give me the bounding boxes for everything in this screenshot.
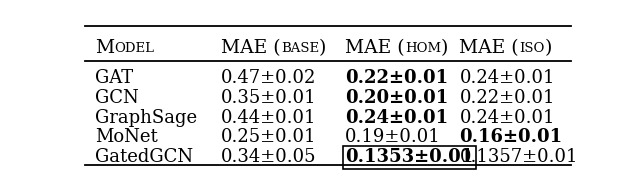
Text: 0.24±0.01: 0.24±0.01	[346, 109, 449, 127]
Text: 0.44±0.01: 0.44±0.01	[221, 109, 317, 127]
Text: ): )	[319, 39, 326, 57]
Text: ): )	[545, 39, 552, 57]
Text: BASE: BASE	[281, 42, 319, 55]
Text: 0.22±0.01: 0.22±0.01	[346, 69, 449, 87]
Text: 0.16±0.01: 0.16±0.01	[460, 128, 563, 146]
Text: ): )	[441, 39, 449, 57]
Text: ISO: ISO	[519, 42, 545, 55]
Text: 0.47±0.02: 0.47±0.02	[221, 69, 317, 87]
Text: 0.1357±0.01: 0.1357±0.01	[460, 148, 578, 166]
Text: 0.25±0.01: 0.25±0.01	[221, 128, 317, 146]
Text: MAE (: MAE (	[460, 39, 519, 57]
Text: GCN: GCN	[95, 89, 139, 107]
Text: 0.20±0.01: 0.20±0.01	[346, 89, 449, 107]
Text: 0.24±0.01: 0.24±0.01	[460, 69, 555, 87]
Text: M: M	[95, 39, 114, 57]
Text: GraphSage: GraphSage	[95, 109, 197, 127]
Text: 0.34±0.05: 0.34±0.05	[221, 148, 317, 166]
Text: 0.19±0.01: 0.19±0.01	[346, 128, 441, 146]
Text: 0.22±0.01: 0.22±0.01	[460, 89, 555, 107]
Text: MoNet: MoNet	[95, 128, 157, 146]
Text: MAE (: MAE (	[221, 39, 281, 57]
Text: ODEL: ODEL	[114, 42, 154, 55]
Text: GatedGCN: GatedGCN	[95, 148, 193, 166]
Text: GAT: GAT	[95, 69, 133, 87]
Text: 0.24±0.01: 0.24±0.01	[460, 109, 555, 127]
Text: 0.35±0.01: 0.35±0.01	[221, 89, 317, 107]
Text: MAE (: MAE (	[346, 39, 405, 57]
Text: HOM: HOM	[405, 42, 441, 55]
Text: 0.1353±0.01: 0.1353±0.01	[346, 148, 474, 166]
